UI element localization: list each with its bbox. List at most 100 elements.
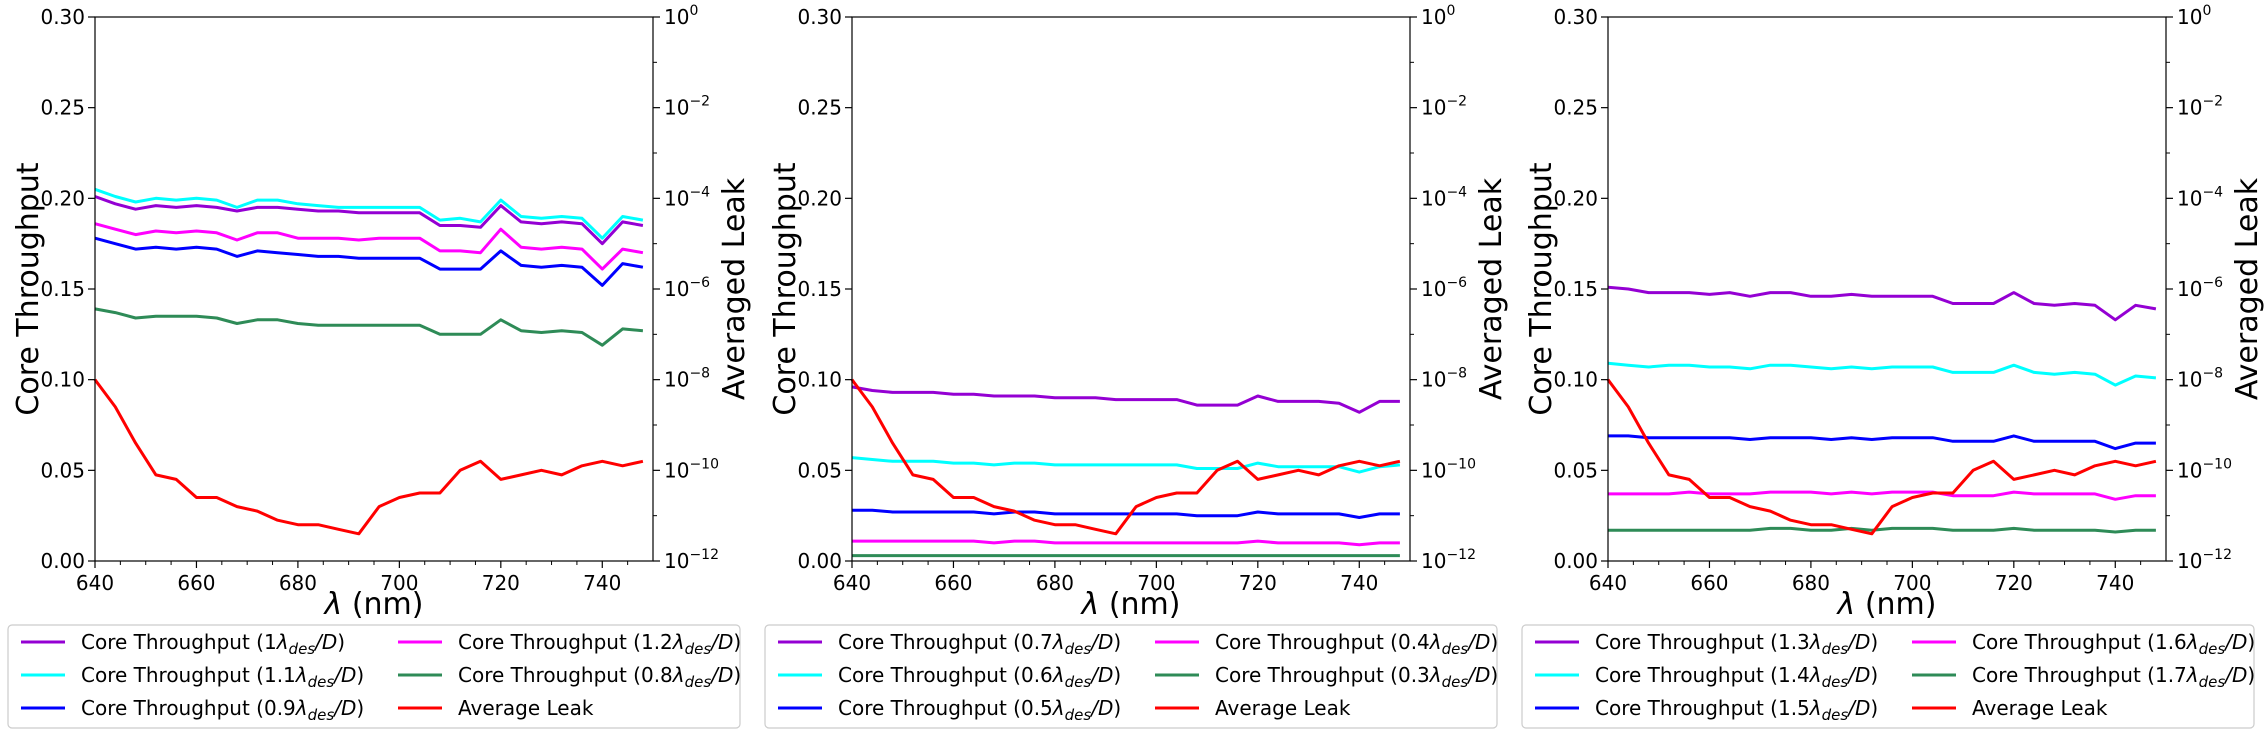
y2-tick-exponent: −4 [689, 184, 710, 200]
series-line-core-throughput-1 [851, 385, 1400, 414]
legend-entry-core-throughput-5: Core Throughput (0.8λdes/D) [398, 663, 741, 691]
legend-entry-core-throughput-4: Core Throughput (1.2λdes/D) [398, 630, 741, 658]
legend-entry-core-throughput-1: Core Throughput (1λdes/D) [21, 630, 345, 658]
legend-entry-core-throughput-3: Core Throughput (0.9λdes/D) [21, 696, 364, 724]
y2-tick-exponent: −12 [2202, 547, 2232, 563]
x-tick-label: 660 [934, 571, 972, 595]
y-tick-label: 0.25 [40, 96, 85, 120]
legend-entry-core-throughput-3: Core Throughput (1.5λdes/D) [1535, 696, 1878, 724]
y2-tick-exponent: −8 [689, 366, 710, 382]
series-line-core-throughput-5 [94, 307, 644, 347]
chart-panel-2: 640 660 680 700 720 740 0.00 0.05 0.10 0.15 0.20 0.… [764, 3, 1509, 729]
y2-tick-exponent: −10 [689, 456, 719, 472]
y-tick-label: 0.10 [40, 368, 85, 392]
y2-tick-label: 10−12 [1421, 547, 1476, 573]
y-tick-label: 0.00 [40, 549, 85, 573]
series-line-core-throughput-3 [1608, 434, 2156, 451]
y2-tick-exponent: −10 [1446, 456, 1476, 472]
x-tick-label: 700 [1893, 571, 1931, 595]
x-tick-label: 680 [1036, 571, 1074, 595]
y2-tick-exponent: −8 [2202, 366, 2223, 382]
legend-entry-core-throughput-3: Core Throughput (0.5λdes/D) [778, 696, 1121, 724]
x-tick-label: 640 [76, 571, 114, 595]
y2-tick-exponent: −2 [1446, 94, 1467, 110]
legend-label: Average Leak [1972, 696, 2108, 720]
legend-label: Core Throughput (1.7λdes/D) [1972, 663, 2255, 691]
legend-entry-core-throughput-4: Core Throughput (0.4λdes/D) [1155, 630, 1498, 658]
y2-tick-exponent: −8 [1446, 366, 1467, 382]
series-line-core-throughput-2 [1607, 361, 2157, 387]
plot-frame [94, 16, 654, 562]
y2-tick-exponent: −2 [2202, 94, 2223, 110]
x-tick-label: 700 [380, 571, 418, 595]
legend-label: Average Leak [1215, 696, 1351, 720]
y2-tick-label: 10−6 [1421, 275, 1467, 301]
y-tick-label: 0.10 [797, 368, 842, 392]
legend-label: Core Throughput (1.5λdes/D) [1595, 696, 1878, 724]
y2-tick-exponent: −2 [689, 94, 710, 110]
x-axis-label: λ (nm) [1836, 587, 1937, 622]
x-tick-label: 700 [1137, 571, 1175, 595]
y2-tick-label: 10−4 [664, 184, 710, 210]
x-tick-label: 720 [1995, 571, 2033, 595]
y-tick-label: 0.20 [797, 186, 842, 210]
x-tick-label: 740 [1340, 571, 1378, 595]
legend: Core Throughput (0.7λdes/D) Core Throughp… [764, 624, 1498, 729]
chart-panel-1: 640 660 680 700 720 740 0.00 0.05 0.10 0.15 0.20 0.… [7, 3, 752, 729]
y2-tick-label: 10−4 [1421, 184, 1467, 210]
y2-tick-exponent: −6 [2202, 275, 2223, 291]
plot-frame [851, 16, 1411, 562]
y-tick-label: 0.25 [797, 96, 842, 120]
legend-label: Core Throughput (0.8λdes/D) [458, 663, 741, 691]
legend-label: Core Throughput (1.6λdes/D) [1972, 630, 2255, 658]
x-tick-label: 680 [1792, 571, 1830, 595]
series-line-average-leak [850, 378, 1401, 536]
y2-tick-label: 10−10 [2177, 456, 2232, 482]
legend-label: Core Throughput (1.1λdes/D) [81, 663, 364, 691]
y2-tick-label: 100 [2177, 3, 2211, 29]
y-tick-label: 0.00 [797, 549, 842, 573]
legend-entry-core-throughput-1: Core Throughput (0.7λdes/D) [778, 630, 1121, 658]
x-tick-label: 640 [1589, 571, 1627, 595]
y2-tick-exponent: 0 [2202, 3, 2211, 19]
legend-label: Core Throughput (1.4λdes/D) [1595, 663, 1878, 691]
x-tick-label: 660 [1690, 571, 1728, 595]
y2-tick-exponent: −10 [2202, 456, 2232, 472]
y2-axis-label: Averaged Leak [2230, 177, 2265, 400]
y2-axis-label: Averaged Leak [717, 177, 752, 400]
y2-axis-label: Averaged Leak [1474, 177, 1509, 400]
legend: Core Throughput (1λdes/D) Core Throughput… [7, 624, 741, 729]
y-tick-label: 0.20 [40, 186, 85, 210]
legend-box [7, 624, 741, 729]
y-axis-label: Core Throughput [768, 162, 803, 415]
y-tick-label: 0.05 [1553, 458, 1598, 482]
legend-label: Core Throughput (0.5λdes/D) [838, 696, 1121, 724]
x-tick-label: 720 [482, 571, 520, 595]
y2-tick-exponent: −12 [689, 547, 719, 563]
legend-entry-average-leak: Average Leak [1912, 696, 2108, 720]
y-axis-label: Core Throughput [1524, 162, 1559, 415]
legend-entry-core-throughput-1: Core Throughput (1.3λdes/D) [1535, 630, 1878, 658]
y2-tick-label: 100 [1421, 3, 1455, 29]
x-tick-label: 680 [279, 571, 317, 595]
legend-label: Core Throughput (0.9λdes/D) [81, 696, 364, 724]
legend-box [764, 624, 1498, 729]
x-tick-label: 740 [2096, 571, 2134, 595]
x-tick-label: 740 [583, 571, 621, 595]
series-line-core-throughput-5 [1608, 526, 2156, 534]
legend-label: Core Throughput (0.3λdes/D) [1215, 663, 1498, 691]
y2-tick-exponent: −12 [1446, 547, 1476, 563]
y2-tick-label: 10−2 [1421, 94, 1467, 120]
legend-entry-core-throughput-2: Core Throughput (0.6λdes/D) [778, 663, 1121, 691]
y-tick-label: 0.05 [797, 458, 842, 482]
y-tick-label: 0.05 [40, 458, 85, 482]
series-line-average-leak [93, 378, 644, 536]
legend-label: Core Throughput (0.7λdes/D) [838, 630, 1121, 658]
x-tick-label: 720 [1239, 571, 1277, 595]
legend-entry-core-throughput-5: Core Throughput (0.3λdes/D) [1155, 663, 1498, 691]
y-tick-label: 0.30 [797, 5, 842, 29]
y2-tick-exponent: 0 [1446, 3, 1455, 19]
y2-tick-label: 10−10 [664, 456, 719, 482]
legend: Core Throughput (1.3λdes/D) Core Throughp… [1521, 624, 2255, 729]
y2-tick-exponent: −6 [1446, 275, 1467, 291]
